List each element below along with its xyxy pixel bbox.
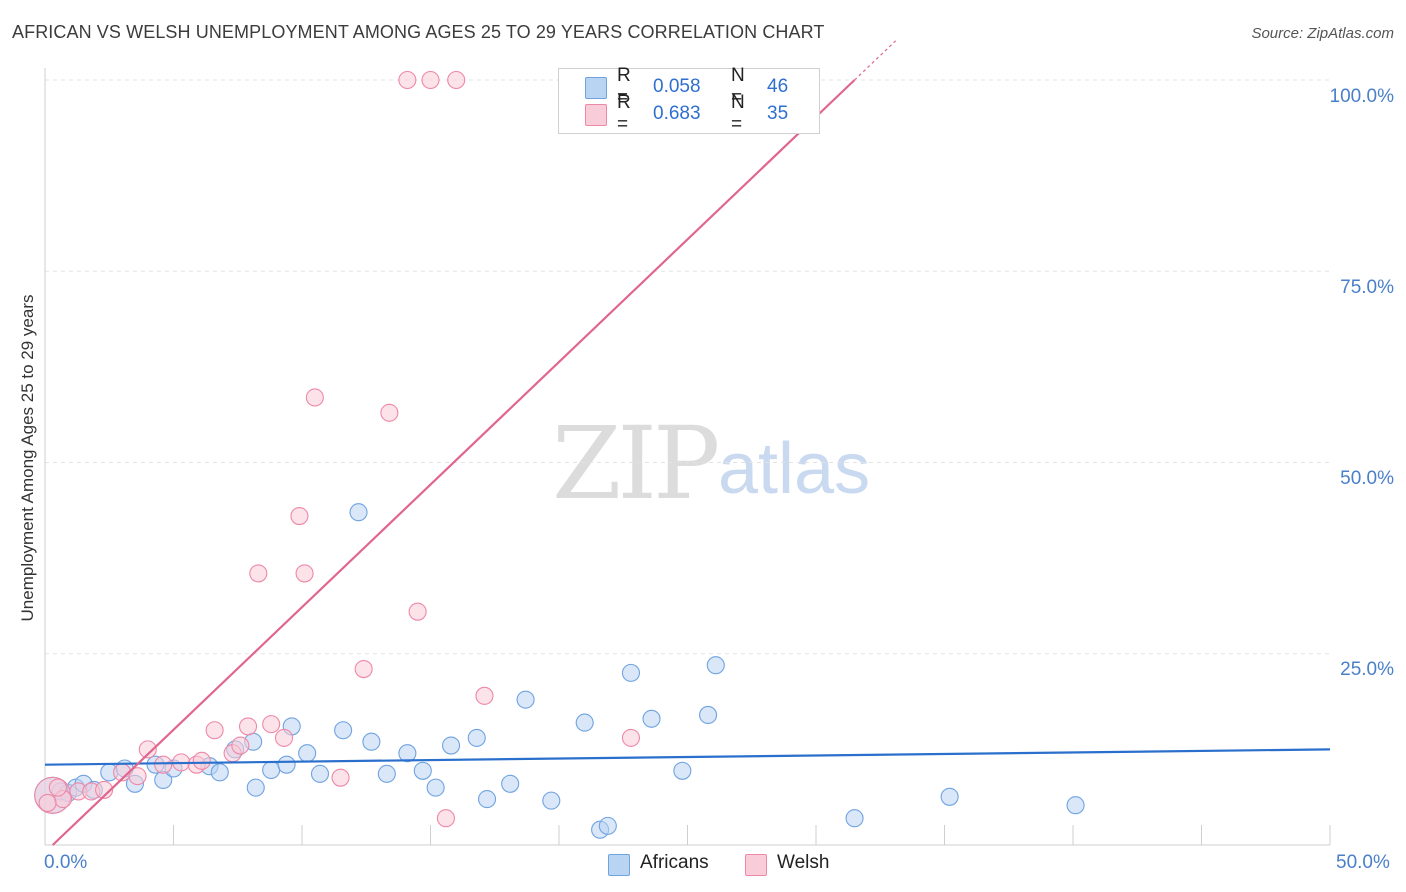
welsh-trend-line (51, 79, 856, 846)
welsh-point (48, 778, 67, 797)
welsh-point (295, 564, 314, 583)
africans-point (467, 728, 486, 747)
africans-point (501, 774, 520, 793)
africans-point (413, 761, 432, 780)
welsh-point (290, 506, 309, 526)
africans-point (426, 778, 445, 797)
legend-r-value: 0.683 (653, 103, 701, 124)
welsh-point (331, 768, 350, 787)
africans-point (277, 755, 296, 774)
africans-label: Africans (640, 852, 709, 873)
africans-point (542, 791, 561, 810)
welsh-point (274, 728, 294, 747)
welsh-point (154, 755, 173, 774)
x-tick-label-min: 0.0% (44, 852, 88, 873)
welsh-point (231, 736, 250, 755)
africans-point (262, 760, 281, 780)
africans-trend-line (44, 748, 1331, 766)
legend-n-label: N = (731, 92, 745, 135)
y-axis-title: Unemployment Among Ages 25 to 29 years (18, 294, 37, 622)
legend-n-label: N = (731, 65, 745, 108)
africans-swatch (608, 854, 630, 876)
welsh-point (408, 602, 427, 621)
africans-point (516, 690, 535, 709)
africans-point (398, 744, 417, 763)
africans-point (706, 656, 725, 675)
legend-n-value: 35 (767, 103, 789, 124)
welsh-point (262, 715, 281, 734)
africans-point (673, 761, 692, 780)
africans-point (642, 709, 661, 728)
welsh-point (447, 70, 466, 90)
watermark-zip: ZIP (552, 405, 720, 522)
y-tick-label-100: 100.0% (1329, 86, 1394, 107)
y-tick-label-25: 25.0% (1340, 659, 1394, 680)
welsh-point (192, 751, 211, 770)
africans-point (210, 763, 229, 782)
africans-point (310, 764, 330, 783)
africans-point (334, 721, 353, 740)
welsh-point (128, 767, 147, 786)
africans-point (1066, 796, 1085, 815)
africans-point (246, 778, 265, 797)
africans-point (940, 787, 959, 806)
africans-point (362, 732, 381, 751)
africans-point (575, 713, 594, 732)
africans-point (377, 764, 396, 783)
africans-point (621, 663, 641, 682)
legend-n-value: 46 (767, 76, 789, 97)
legend-r-label: R = (617, 65, 631, 108)
welsh-point (305, 388, 324, 407)
y-tick-label-75: 75.0% (1340, 277, 1394, 298)
welsh-point (205, 721, 224, 740)
africans-point (845, 809, 864, 828)
welsh-point (621, 728, 641, 747)
welsh-point (238, 717, 258, 736)
legend-swatch-africans (585, 77, 607, 99)
welsh-point (354, 659, 373, 679)
welsh-point (38, 793, 57, 812)
watermark-atlas: atlas (718, 429, 871, 509)
welsh-point (95, 780, 114, 799)
legend-swatch-welsh (585, 104, 607, 126)
x-tick-label-max: 50.0% (1336, 852, 1390, 873)
welsh-label: Welsh (777, 852, 830, 873)
source-label: Source: ZipAtlas.com (1251, 25, 1394, 42)
welsh-trend-extension (854, 40, 897, 81)
legend-r-label: R = (617, 92, 631, 135)
africans-point (477, 790, 497, 809)
africans-point (349, 503, 368, 522)
welsh-swatch (745, 854, 767, 876)
welsh-point (249, 564, 268, 583)
welsh-point (436, 809, 455, 828)
africans-point (598, 816, 617, 835)
africans-point (699, 705, 718, 725)
y-tick-label-50: 50.0% (1340, 468, 1394, 489)
africans-point (298, 744, 317, 763)
welsh-point (475, 686, 494, 705)
welsh-point (421, 70, 440, 90)
africans-point (442, 736, 461, 755)
welsh-point (380, 403, 399, 422)
legend-r-value: 0.058 (653, 76, 701, 97)
welsh-point (138, 740, 157, 759)
chart-title: AFRICAN VS WELSH UNEMPLOYMENT AMONG AGES… (12, 22, 825, 42)
correlation-legend: R = 0.058 N = 46 R = 0.683 N = 35 (558, 65, 820, 135)
welsh-point (398, 70, 417, 90)
